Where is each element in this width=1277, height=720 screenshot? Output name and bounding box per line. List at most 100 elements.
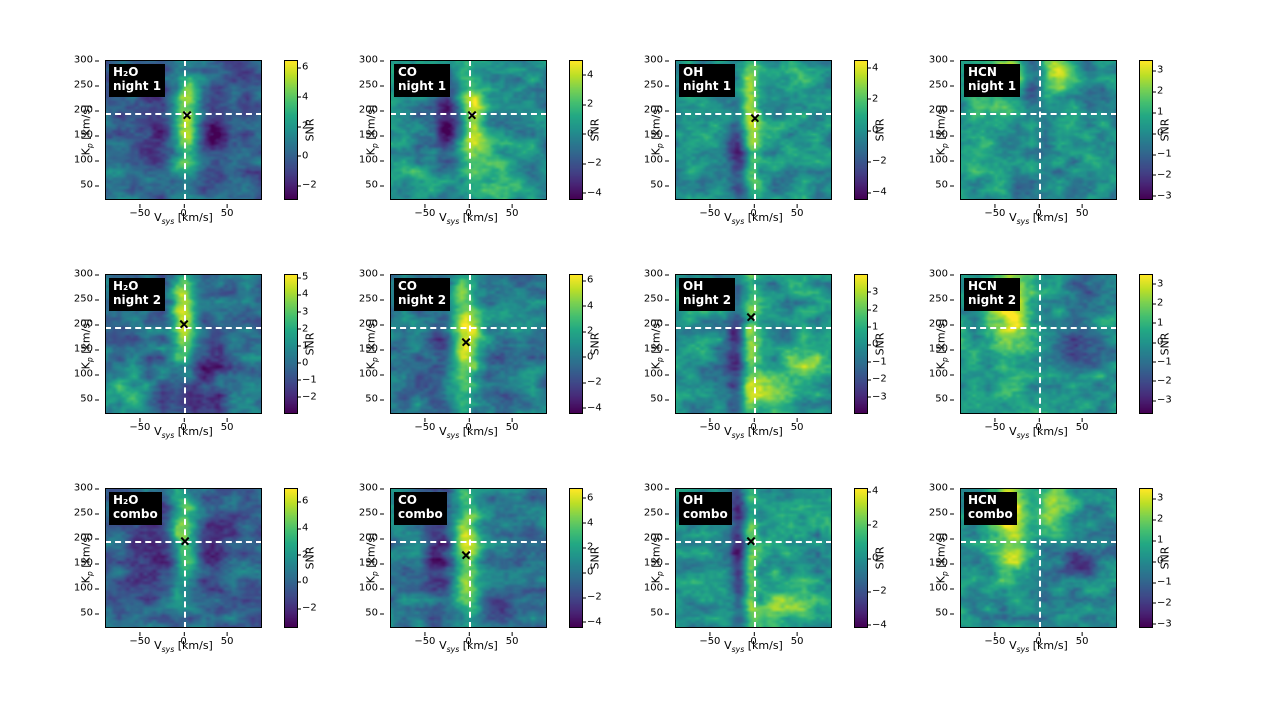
colorbar-gradient	[1139, 274, 1153, 414]
colorbar-tick: 2	[872, 93, 878, 104]
x-tick: 50	[506, 636, 519, 647]
colorbar-label: SNR	[874, 547, 887, 570]
x-axis-label: Vsys [km/s]	[154, 639, 213, 654]
heatmap	[390, 488, 547, 628]
heatmap	[105, 60, 262, 200]
y-tick: 250	[644, 508, 663, 519]
x-axis-label: Vsys [km/s]	[1009, 425, 1068, 440]
colorbar-tick: 1	[1157, 107, 1163, 118]
x-tick: −50	[699, 422, 720, 433]
y-axis-label: Kp [km/s]	[934, 533, 949, 584]
colorbar-label: SNR	[589, 119, 602, 142]
y-tick: 100	[74, 155, 93, 166]
colorbar-tick: 2	[872, 519, 878, 530]
colorbar-tick: 4	[872, 486, 878, 497]
y-tick: 50	[365, 394, 378, 405]
panel-HCN-night-1: HCN night 150100150200250300−50050Kp [km…	[930, 60, 1175, 226]
y-tick: 100	[359, 155, 378, 166]
x-tick: −50	[129, 636, 150, 647]
heatmap	[105, 488, 262, 628]
x-tick: 50	[506, 422, 519, 433]
colorbar-tick: −2	[1157, 597, 1172, 608]
y-axis-label: Kp [km/s]	[79, 105, 94, 156]
colorbar-tick: 3	[1157, 65, 1163, 76]
y-tick: 100	[644, 583, 663, 594]
y-tick: 250	[74, 80, 93, 91]
y-axis-label: Kp [km/s]	[364, 533, 379, 584]
plot-area: HCN night 250100150200250300−50050Kp [km…	[960, 274, 1117, 414]
y-tick: 100	[359, 583, 378, 594]
colorbar-tick: −3	[1157, 395, 1172, 406]
colorbar-tick: 4	[587, 300, 593, 311]
colorbar-gradient	[284, 488, 298, 628]
plot-area: H₂O night 150100150200250300−50050Kp [km…	[105, 60, 262, 200]
colorbar-tick: 0	[302, 150, 308, 161]
y-tick: 100	[359, 369, 378, 380]
colorbar-tick: 0	[302, 576, 308, 587]
panel-CO-night-2: CO night 250100150200250300−50050Kp [km/…	[360, 274, 605, 440]
colorbar-gradient	[569, 274, 583, 414]
colorbar-tick: −1	[872, 356, 887, 367]
y-tick: 50	[80, 394, 93, 405]
panel-CO-combo: CO combo50100150200250300−50050Kp [km/s]…	[360, 488, 605, 654]
colorbar-gradient	[1139, 488, 1153, 628]
colorbar-gradient	[284, 274, 298, 414]
y-tick: 50	[935, 394, 948, 405]
y-tick: 100	[644, 369, 663, 380]
colorbar-tick: −2	[872, 586, 887, 597]
x-axis-label: Vsys [km/s]	[439, 639, 498, 654]
heatmap	[960, 488, 1117, 628]
y-tick: 50	[650, 394, 663, 405]
panel-OH-combo: OH combo50100150200250300−50050Kp [km/s]…	[645, 488, 890, 654]
plot-area: H₂O combo50100150200250300−50050Kp [km/s…	[105, 488, 262, 628]
plot-area: OH night 250100150200250300−50050Kp [km/…	[675, 274, 832, 414]
colorbar-tick: −2	[872, 374, 887, 385]
colorbar-tick: −2	[872, 156, 887, 167]
colorbar-tick: 4	[302, 289, 308, 300]
colorbar-label: SNR	[589, 547, 602, 570]
heatmap	[390, 274, 547, 414]
colorbar-gradient	[854, 274, 868, 414]
colorbar-tick: −2	[587, 592, 602, 603]
colorbar-tick: 4	[302, 523, 308, 534]
x-tick: −50	[984, 208, 1005, 219]
x-tick: 50	[1076, 208, 1089, 219]
x-tick: 50	[506, 208, 519, 219]
y-tick: 100	[929, 583, 948, 594]
colorbar-tick: −2	[1157, 169, 1172, 180]
plot-area: CO combo50100150200250300−50050Kp [km/s]…	[390, 488, 547, 628]
y-tick: 50	[80, 608, 93, 619]
y-tick: 100	[74, 583, 93, 594]
colorbar: −4−20246SNR	[569, 274, 583, 414]
colorbar-tick: 4	[587, 517, 593, 528]
heatmap	[390, 60, 547, 200]
panel-OH-night-1: OH night 150100150200250300−50050Kp [km/…	[645, 60, 890, 226]
colorbar: −4−2024SNR	[854, 488, 868, 628]
x-axis-label: Vsys [km/s]	[439, 425, 498, 440]
x-tick: −50	[984, 636, 1005, 647]
y-tick: 50	[935, 180, 948, 191]
colorbar-tick: 1	[872, 321, 878, 332]
colorbar: −4−2024SNR	[569, 60, 583, 200]
colorbar-tick: 6	[302, 62, 308, 73]
colorbar-tick: 2	[587, 99, 593, 110]
x-axis-label: Vsys [km/s]	[1009, 211, 1068, 226]
x-tick: 50	[791, 422, 804, 433]
colorbar-gradient	[284, 60, 298, 200]
colorbar-gradient	[854, 488, 868, 628]
y-tick: 50	[365, 180, 378, 191]
y-axis-label: Kp [km/s]	[934, 319, 949, 370]
x-tick: −50	[699, 636, 720, 647]
y-tick: 50	[80, 180, 93, 191]
colorbar-tick: −1	[1157, 149, 1172, 160]
y-tick: 100	[929, 369, 948, 380]
colorbar-gradient	[569, 60, 583, 200]
y-axis-label: Kp [km/s]	[934, 105, 949, 156]
colorbar-label: SNR	[589, 333, 602, 356]
y-tick: 250	[74, 294, 93, 305]
colorbar-tick: −4	[587, 402, 602, 413]
colorbar-tick: −3	[1157, 618, 1172, 629]
x-axis-label: Vsys [km/s]	[724, 425, 783, 440]
colorbar-tick: −1	[302, 374, 317, 385]
y-tick: 300	[644, 55, 663, 66]
